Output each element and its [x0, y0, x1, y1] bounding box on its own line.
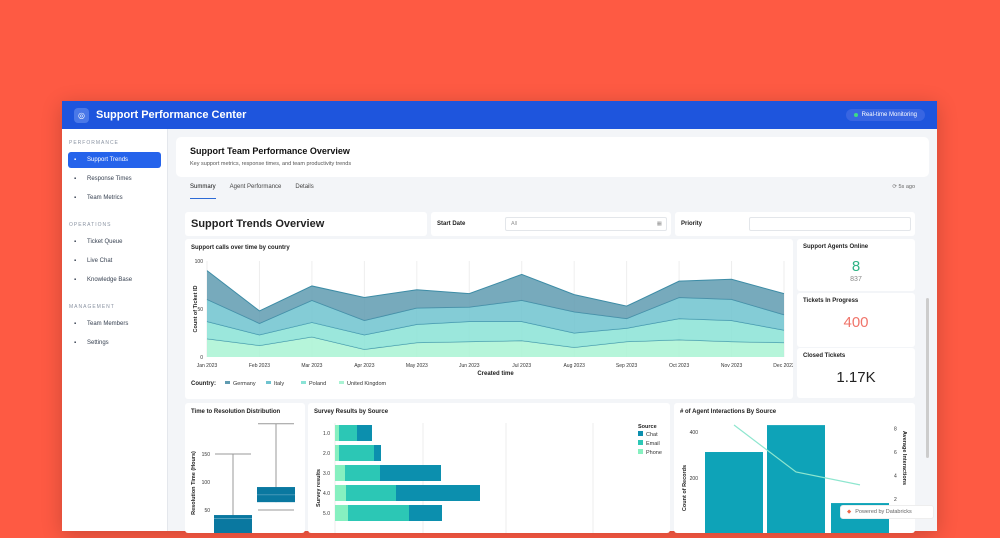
- sidebar-item-label: Team Metrics: [87, 195, 123, 201]
- tab-agent-performance[interactable]: Agent Performance: [229, 184, 282, 190]
- sidebar-item-label: Knowledge Base: [87, 277, 133, 283]
- chat-icon: ▪: [74, 258, 77, 264]
- sidebar-section-label: PERFORMANCE: [69, 140, 119, 146]
- tabs: Summary Agent Performance Details ⟳ 5s a…: [190, 184, 929, 199]
- sidebar-item-support-trends[interactable]: ▪ Support Trends: [68, 152, 161, 168]
- tab-summary[interactable]: Summary: [190, 184, 216, 199]
- bar-chart-icon: ▪: [74, 157, 77, 163]
- sidebar-item-response-times[interactable]: ▪ Response Times: [68, 171, 161, 187]
- sidebar-item-settings[interactable]: ▪ Settings: [68, 335, 161, 351]
- chart-icon: ▪: [74, 195, 77, 201]
- sidebar-item-team-members[interactable]: ▪ Team Members: [68, 316, 161, 332]
- ticket-icon: ▪: [74, 239, 77, 245]
- monitoring-label: Real-time Monitoring: [861, 112, 917, 118]
- gear-icon: ▪: [74, 340, 77, 346]
- people-icon: ▪: [74, 321, 77, 327]
- main-content: Support Team Performance Overview Key su…: [168, 129, 937, 531]
- refresh-button[interactable]: ⟳ 5s ago: [892, 184, 915, 190]
- sidebar-item-live-chat[interactable]: ▪ Live Chat: [68, 253, 161, 269]
- sidebar-section-label: OPERATIONS: [69, 222, 112, 228]
- sidebar-item-label: Live Chat: [87, 258, 113, 264]
- sidebar-item-label: Settings: [87, 340, 109, 346]
- sidebar: PERFORMANCE ▪ Support Trends ▪ Response Time…: [62, 129, 168, 531]
- book-icon: ▪: [74, 277, 77, 283]
- headset-logo-icon: ◎: [74, 107, 89, 123]
- refresh-icon: ⟳: [892, 184, 899, 190]
- app-title: Support Performance Center: [96, 109, 247, 121]
- sidebar-item-label: Response Times: [87, 176, 132, 182]
- sidebar-item-label: Ticket Queue: [87, 239, 123, 245]
- refresh-time: 5s ago: [898, 184, 915, 190]
- page-subtitle: Key support metrics, response times, and…: [190, 161, 352, 167]
- sidebar-item-label: Support Trends: [87, 157, 129, 163]
- clock-icon: ▪: [74, 176, 77, 182]
- status-dot-icon: [853, 113, 858, 117]
- app-window: ◎ Support Performance Center Real-time M…: [62, 101, 937, 531]
- sidebar-item-team-metrics[interactable]: ▪ Team Metrics: [68, 190, 161, 206]
- sidebar-item-label: Team Members: [87, 321, 129, 327]
- header: ◎ Support Performance Center Real-time M…: [62, 101, 937, 129]
- sidebar-item-knowledge-base[interactable]: ▪ Knowledge Base: [68, 272, 161, 288]
- page-title: Support Team Performance Overview: [190, 146, 350, 156]
- scrollbar[interactable]: [926, 298, 929, 458]
- realtime-monitoring-button[interactable]: Real-time Monitoring: [845, 109, 925, 121]
- overview-card: Support Team Performance Overview Key su…: [176, 137, 929, 177]
- tab-details[interactable]: Details: [295, 184, 314, 190]
- sidebar-section-label: MANAGEMENT: [69, 304, 115, 310]
- sidebar-item-ticket-queue[interactable]: ▪ Ticket Queue: [68, 234, 161, 250]
